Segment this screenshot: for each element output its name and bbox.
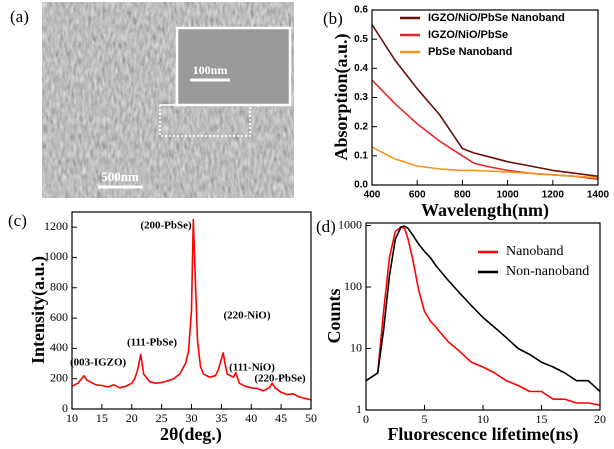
x-tick-label: 30 bbox=[186, 411, 198, 425]
y-axis-label: Counts bbox=[324, 288, 344, 343]
data-line bbox=[372, 147, 598, 178]
y-tick-label: 0.5 bbox=[354, 34, 368, 45]
x-tick-label: 600 bbox=[409, 190, 426, 201]
y-tick-label: 0 bbox=[62, 401, 68, 415]
x-tick-label: 45 bbox=[275, 411, 287, 425]
annotation: (111-PbSe) bbox=[127, 337, 177, 349]
x-tick-label: 50 bbox=[305, 411, 317, 425]
x-tick-label: 1000 bbox=[496, 190, 519, 201]
legend-label: PbSe Nanoband bbox=[428, 46, 512, 58]
inset-scale-label: 100nm bbox=[193, 63, 228, 77]
y-axis-label: Absorption(a.u.) bbox=[331, 33, 352, 160]
y-tick-label: 1 bbox=[356, 402, 362, 416]
x-tick-label: 800 bbox=[454, 190, 471, 201]
y-tick-label: 0.6 bbox=[354, 5, 368, 16]
y-tick-label: 800 bbox=[50, 280, 68, 294]
y-tick-label: 0.3 bbox=[354, 92, 368, 103]
y-tick-label: 1200 bbox=[44, 219, 68, 233]
x-tick-label: 20 bbox=[594, 412, 606, 426]
x-axis-label: Fluorescence lifetime(ns) bbox=[387, 424, 578, 445]
y-tick-label: 10 bbox=[350, 340, 362, 354]
y-tick-label: 100 bbox=[344, 279, 362, 293]
x-tick-label: 20 bbox=[126, 411, 138, 425]
y-tick-label: 0.2 bbox=[354, 121, 368, 132]
panel-label: (c) bbox=[8, 211, 27, 230]
legend-label: Non-nanoband bbox=[506, 264, 589, 279]
x-tick-label: 400 bbox=[364, 190, 381, 201]
y-tick-label: 200 bbox=[50, 370, 68, 384]
data-line bbox=[372, 80, 598, 179]
annotation: (200-PbSe) bbox=[140, 220, 192, 232]
x-tick-label: 35 bbox=[215, 411, 227, 425]
y-tick-label: 400 bbox=[50, 340, 68, 354]
y-tick-label: 0.1 bbox=[354, 150, 368, 161]
chart: (b) 400 600 800 1000 1200 1400 0.0 0.1 0.2 0.3 0.4 0… bbox=[323, 5, 610, 221]
y-tick-label: 1000 bbox=[338, 217, 362, 231]
panel-label: (a) bbox=[10, 7, 29, 26]
x-tick-label: 25 bbox=[156, 411, 168, 425]
panel-label: (b) bbox=[323, 9, 343, 28]
legend-label: Nanoband bbox=[506, 244, 564, 259]
x-tick-label: 1200 bbox=[542, 190, 565, 201]
x-axis-label: Wavelength(nm) bbox=[421, 200, 549, 221]
x-axis-label: 2θ(deg.) bbox=[160, 424, 222, 445]
annotation: (220-PbSe) bbox=[254, 373, 306, 385]
scale-label: 500nm bbox=[101, 169, 139, 184]
y-tick-label: 0.4 bbox=[354, 63, 368, 74]
x-tick-label: 15 bbox=[96, 411, 108, 425]
y-tick-label: 600 bbox=[50, 310, 68, 324]
sem-panel: (a) 100nm 500nm bbox=[10, 2, 294, 198]
y-axis-label: Intensity(a.u.) bbox=[28, 256, 49, 364]
x-tick-label: 1400 bbox=[587, 190, 610, 201]
panel-label: (d) bbox=[316, 217, 336, 236]
annotation: (003-IGZO) bbox=[70, 357, 127, 369]
x-tick-label: 40 bbox=[245, 411, 257, 425]
legend-label: IGZO/NiO/PbSe Nanoband bbox=[428, 12, 565, 24]
data-line bbox=[366, 227, 600, 405]
x-tick-label: 0 bbox=[363, 412, 369, 426]
legend-label: IGZO/NiO/PbSe bbox=[428, 29, 508, 41]
figure: (a) 100nm 500nm (b)400600800100012001400… bbox=[0, 0, 614, 449]
annotation: (220-NiO) bbox=[223, 310, 270, 322]
y-tick-label: 0.0 bbox=[354, 180, 368, 191]
